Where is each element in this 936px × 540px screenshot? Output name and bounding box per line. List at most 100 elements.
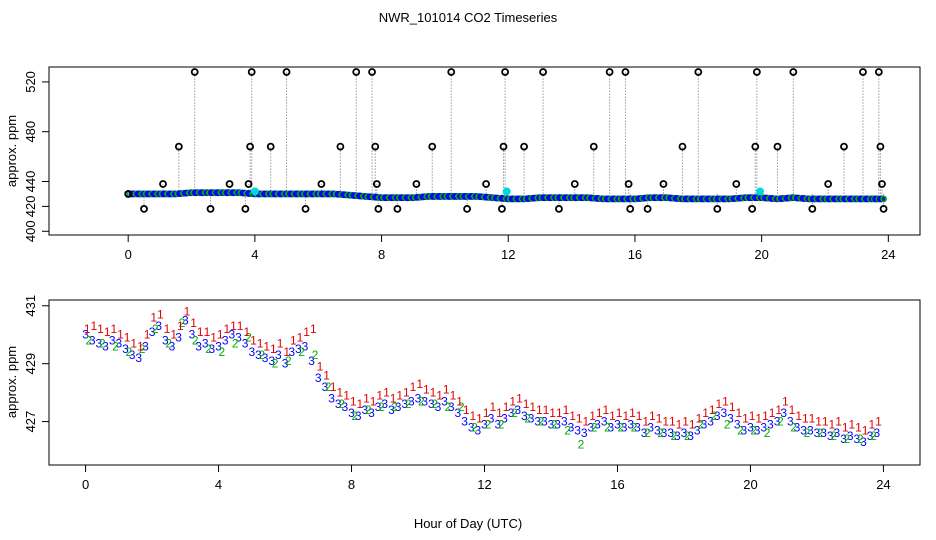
bottom-y-tick-label: 427: [23, 411, 38, 433]
marker-1: 1: [410, 380, 417, 394]
marker-3: 3: [228, 328, 235, 342]
marker-3: 3: [767, 417, 774, 431]
marker-1: 1: [622, 409, 629, 423]
marker-1: 1: [330, 380, 337, 394]
marker-1: 1: [436, 389, 443, 403]
marker-3: 3: [435, 400, 442, 414]
marker-3: 3: [381, 397, 388, 411]
calibration-point: [678, 142, 687, 151]
marker-3: 3: [627, 417, 634, 431]
marker-3: 3: [142, 339, 149, 353]
marker-1: 1: [450, 389, 457, 403]
marker-3: 3: [441, 394, 448, 408]
marker-3: 3: [860, 435, 867, 449]
marker-1: 1: [489, 400, 496, 414]
marker-1: 1: [356, 397, 363, 411]
marker-1: 1: [483, 406, 490, 420]
marker-1: 1: [689, 417, 696, 431]
marker-2: 2: [219, 345, 226, 359]
top-axes-layer: 0 4 8 12 16 20 24 400 420 440 480 520: [23, 71, 896, 262]
marker-1: 1: [210, 331, 217, 345]
calibration-point: [463, 204, 471, 213]
marker-3: 3: [155, 319, 162, 333]
calibration-point: [659, 180, 668, 188]
marker-2: 2: [272, 357, 279, 371]
marker-3: 3: [614, 417, 621, 431]
marker-1: 1: [230, 319, 237, 333]
marker-3: 3: [621, 420, 628, 434]
marker-1: 1: [204, 325, 211, 339]
marker-1: 1: [809, 412, 816, 426]
marker-1: 1: [875, 415, 882, 429]
marker-1: 1: [609, 409, 616, 423]
marker-2: 2: [631, 420, 638, 434]
marker-3: 3: [288, 345, 295, 359]
marker-3: 3: [641, 426, 648, 440]
marker-1: 1: [549, 406, 556, 420]
marker-1: 1: [124, 331, 131, 345]
marker-2: 2: [445, 400, 452, 414]
marker-2: 2: [697, 417, 704, 431]
marker-2: 2: [511, 406, 518, 420]
marker-1: 1: [217, 328, 224, 342]
marker-1: 1: [509, 394, 516, 408]
marker-1: 1: [224, 322, 231, 336]
marker-2: 2: [830, 429, 837, 443]
marker-1: 1: [170, 328, 177, 342]
calibration-point: [241, 204, 250, 213]
marker-2: 2: [245, 331, 252, 345]
marker-1: 1: [829, 417, 836, 431]
marker-1: 1: [762, 409, 769, 423]
marker-1: 1: [536, 403, 543, 417]
bottom-x-tick-label: 8: [348, 477, 355, 492]
marker-2: 2: [192, 334, 199, 348]
marker-1: 1: [789, 403, 796, 417]
marker-2: 2: [538, 415, 545, 429]
marker-3: 3: [89, 334, 96, 348]
calibration-point: [124, 190, 133, 198]
marker-1: 1: [822, 415, 829, 429]
calibration-point: [498, 204, 506, 213]
calibration-point: [748, 204, 757, 213]
marker-1: 1: [649, 409, 656, 423]
marker-1: 1: [396, 389, 403, 403]
marker-1: 1: [277, 336, 284, 350]
top-y-tick-label: 400: [23, 220, 38, 242]
calibration-point: [879, 204, 888, 213]
top-x-tick-label: 0: [125, 247, 132, 262]
marker-3: 3: [847, 429, 854, 443]
calibration-point: [336, 142, 345, 151]
marker-3: 3: [248, 345, 255, 359]
calibration-point: [555, 204, 563, 213]
bottom-y-tick-label: 429: [23, 353, 38, 375]
marker-3: 3: [368, 406, 375, 420]
marker-2: 2: [139, 342, 146, 356]
marker-3: 3: [149, 325, 156, 339]
marker-3: 3: [135, 351, 142, 365]
marker-1: 1: [656, 412, 663, 426]
marker-1: 1: [144, 328, 151, 342]
marker-1: 1: [184, 305, 191, 319]
marker-1: 1: [709, 403, 716, 417]
marker-3: 3: [754, 423, 761, 437]
marker-3: 3: [415, 391, 422, 405]
marker-3: 3: [840, 432, 847, 446]
marker-1: 1: [270, 342, 277, 356]
top-points-layer: [124, 68, 888, 213]
marker-2: 2: [764, 426, 771, 440]
marker-3: 3: [508, 406, 515, 420]
calibration-point: [499, 142, 508, 151]
marker-1: 1: [795, 409, 802, 423]
top-x-tick-label: 12: [501, 247, 515, 262]
marker-1: 1: [722, 394, 729, 408]
calibration-point: [447, 68, 456, 76]
marker-1: 1: [583, 415, 590, 429]
top-plot-frame: [48, 66, 921, 236]
bottom-y-axis-label: approx. ppm: [4, 346, 19, 418]
calibration-point: [374, 204, 383, 213]
calibration-point: [751, 142, 760, 151]
marker-2: 2: [737, 423, 744, 437]
